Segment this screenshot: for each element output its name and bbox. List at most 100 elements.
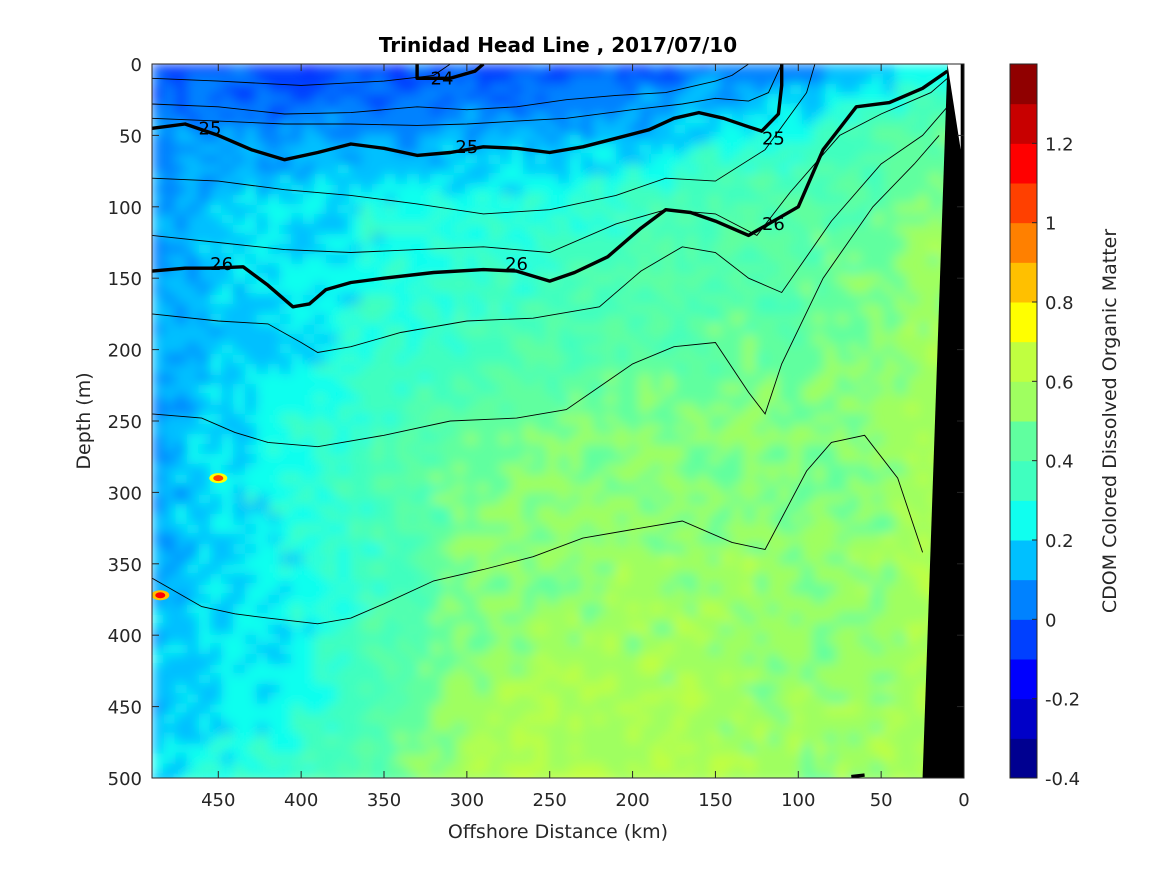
heat-cell: [848, 713, 861, 725]
heat-cell: [813, 283, 826, 295]
heat-cell: [418, 333, 431, 345]
heat-cell: [430, 413, 443, 425]
heat-cell: [349, 693, 362, 705]
heat-cell: [534, 713, 547, 725]
heat-cell: [163, 643, 176, 655]
heat-cell: [163, 663, 176, 675]
heat-cell: [836, 124, 849, 135]
heat-cell: [801, 753, 814, 765]
heat-cell: [859, 603, 872, 615]
heat-cell: [221, 753, 234, 765]
heat-cell: [326, 353, 339, 365]
heat-cell: [337, 473, 350, 485]
heat-cell: [430, 273, 443, 285]
heat-cell: [186, 154, 199, 165]
heat-cell: [882, 733, 895, 745]
heat-cell: [732, 733, 745, 745]
heat-cell: [627, 723, 640, 735]
heat-cell: [302, 683, 315, 695]
heat-cell: [906, 233, 919, 245]
heat-cell: [836, 333, 849, 345]
heat-cell: [500, 473, 513, 485]
heat-cell: [163, 753, 176, 765]
heat-cell: [685, 433, 698, 445]
heat-cell: [894, 633, 907, 645]
heat-cell: [569, 683, 582, 695]
heat-cell: [662, 553, 675, 565]
heat-cell: [186, 493, 199, 505]
heat-cell: [314, 763, 327, 775]
heat-cell: [349, 673, 362, 685]
heat-cell: [662, 563, 675, 575]
heat-cell: [650, 154, 663, 165]
heat-cell: [674, 233, 687, 245]
heat-cell: [743, 683, 756, 695]
heat-cell: [685, 84, 698, 95]
heat-cell: [766, 393, 779, 405]
heat-cell: [917, 283, 930, 295]
heat-cell: [685, 253, 698, 265]
heat-cell: [442, 233, 455, 245]
heat-cell: [442, 203, 455, 215]
heat-cell: [569, 74, 582, 85]
heat-cell: [720, 683, 733, 695]
heat-cell: [314, 223, 327, 235]
heat-cell: [755, 583, 768, 595]
heat-cell: [488, 144, 501, 155]
heat-cell: [720, 533, 733, 545]
heat-cell: [917, 263, 930, 275]
heat-cell: [523, 753, 536, 765]
heat-cell: [813, 124, 826, 135]
heat-cell: [929, 193, 942, 205]
heat-cell: [801, 433, 814, 445]
heat-cell: [697, 263, 710, 275]
heat-cell: [859, 193, 872, 205]
heat-cell: [824, 463, 837, 475]
heat-cell: [592, 543, 605, 555]
heat-cell: [360, 573, 373, 585]
heat-cell: [871, 583, 884, 595]
heat-cell: [882, 84, 895, 95]
heat-cell: [871, 483, 884, 495]
heat-cell: [407, 403, 420, 415]
heat-cell: [523, 523, 536, 535]
heat-cell: [395, 593, 408, 605]
heat-cell: [906, 703, 919, 715]
heat-cell: [558, 313, 571, 325]
heat-cell: [453, 493, 466, 505]
heat-cell: [465, 363, 478, 375]
heat-cell: [198, 213, 211, 225]
heat-cell: [186, 144, 199, 155]
heat-cell: [917, 363, 930, 375]
heat-cell: [581, 533, 594, 545]
heat-cell: [778, 134, 791, 145]
heat-cell: [836, 403, 849, 415]
heat-cell: [279, 104, 292, 115]
heat-cell: [662, 144, 675, 155]
heat-cell: [534, 603, 547, 615]
heat-cell: [650, 523, 663, 535]
heat-cell: [534, 763, 547, 775]
heat-cell: [627, 164, 640, 175]
heat-cell: [790, 184, 803, 195]
heat-cell: [824, 423, 837, 435]
heat-cell: [186, 104, 199, 115]
heat-cell: [650, 313, 663, 325]
heat-cell: [627, 653, 640, 665]
heat-cell: [152, 184, 165, 195]
heat-cell: [291, 383, 304, 395]
heat-cell: [465, 533, 478, 545]
heat-cell: [175, 533, 188, 545]
heat-cell: [244, 673, 257, 685]
heat-cell: [372, 323, 385, 335]
heat-cell: [198, 373, 211, 385]
heat-cell: [407, 723, 420, 735]
heat-cell: [221, 483, 234, 495]
heat-cell: [755, 263, 768, 275]
heat-cell: [755, 663, 768, 675]
heat-cell: [418, 213, 431, 225]
heat-cell: [894, 673, 907, 685]
heat-cell: [349, 723, 362, 735]
heat-cell: [268, 643, 281, 655]
heat-cell: [616, 184, 629, 195]
